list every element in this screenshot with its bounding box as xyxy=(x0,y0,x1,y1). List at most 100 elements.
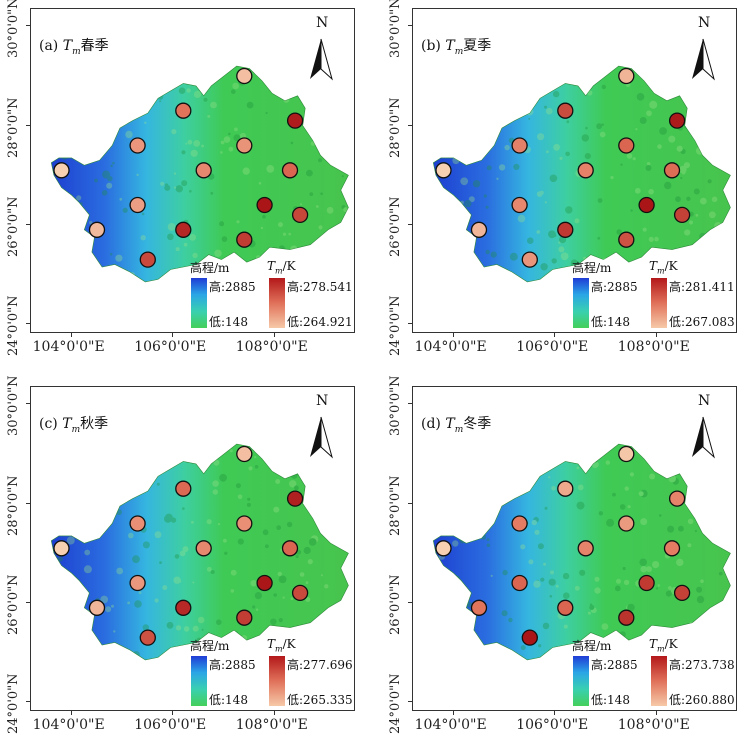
x-tick-mark xyxy=(70,711,72,715)
y-tick-mark xyxy=(408,701,412,703)
station-marker xyxy=(88,599,106,616)
station-marker xyxy=(88,221,106,238)
station-marker xyxy=(129,137,146,154)
elev-high-value: 高:2885 xyxy=(209,658,256,672)
station-marker xyxy=(511,196,528,214)
y-tick-label: 24°0'0"N xyxy=(6,295,21,357)
tm-sub: m xyxy=(657,266,665,276)
map-frame: N (b) Tm夏季 高程/m 高:2885 低:148 Tm/K 高:281.411 低:2… xyxy=(412,8,737,333)
y-tick-label: 26°0'0"N xyxy=(388,574,403,635)
station-marker xyxy=(236,515,253,532)
y-tick-mark xyxy=(26,323,30,325)
x-tick-mark xyxy=(452,333,454,337)
var-symbol: T xyxy=(445,416,455,432)
season-label: 夏季 xyxy=(463,38,492,54)
north-label: N xyxy=(316,393,329,409)
station-marker xyxy=(236,445,253,463)
tm-colorbar xyxy=(651,278,667,328)
station-marker xyxy=(175,221,192,238)
elev-high-value: 高:2885 xyxy=(591,280,638,294)
elev-colorbar xyxy=(573,278,589,328)
station-marker xyxy=(668,490,686,507)
station-marker xyxy=(435,540,452,557)
x-tick-label: 104°0'0"E xyxy=(414,339,487,355)
y-tick-label: 30°0'0"N xyxy=(6,375,21,437)
tm-legend-title: Tm/K xyxy=(649,259,678,275)
tm-legend-title: Tm/K xyxy=(649,637,678,653)
x-tick-mark xyxy=(273,333,275,337)
station-marker xyxy=(577,162,594,179)
x-tick-mark xyxy=(554,333,556,337)
y-tick-label: 28°0'0"N xyxy=(388,97,403,158)
tm-var: T xyxy=(649,259,658,273)
x-tick-label: 104°0'0"E xyxy=(414,717,487,733)
station-marker xyxy=(557,221,574,238)
x-tick-mark xyxy=(655,711,657,715)
station-marker xyxy=(673,206,691,224)
station-marker xyxy=(511,515,528,532)
station-marker xyxy=(663,540,681,557)
tm-sub: m xyxy=(275,644,283,654)
y-tick-mark xyxy=(26,701,30,703)
tm-high-value: 高:281.411 xyxy=(669,280,735,294)
station-marker xyxy=(139,629,156,646)
tm-unit: /K xyxy=(664,637,678,651)
station-marker xyxy=(638,196,655,214)
var-symbol: T xyxy=(62,416,72,432)
station-marker xyxy=(521,251,538,268)
var-subscript: m xyxy=(454,424,464,435)
station-marker xyxy=(663,162,681,179)
panel-tag: (b) xyxy=(421,38,446,54)
north-arrow-icon xyxy=(310,38,333,81)
y-tick-mark xyxy=(408,25,412,27)
panel-title: (d) Tm冬季 xyxy=(421,413,491,435)
elev-colorbar xyxy=(191,656,207,706)
y-tick-mark xyxy=(408,502,412,504)
tm-low-value: 低:264.921 xyxy=(287,315,353,329)
station-marker xyxy=(511,574,528,592)
tm-legend-title: Tm/K xyxy=(267,259,296,275)
station-marker xyxy=(256,196,273,214)
station-marker xyxy=(256,574,273,592)
north-label: N xyxy=(698,393,711,409)
x-tick-mark xyxy=(655,333,657,337)
x-tick-mark xyxy=(70,333,72,337)
tm-var: T xyxy=(267,259,276,273)
y-tick-label: 24°0'0"N xyxy=(388,673,403,735)
x-tick-mark xyxy=(172,333,174,337)
tm-colorbar xyxy=(269,278,285,328)
tm-low-value: 低:260.880 xyxy=(669,693,735,707)
elev-legend-title: 高程/m xyxy=(190,639,230,653)
y-tick-label: 24°0'0"N xyxy=(6,673,21,735)
season-label: 春季 xyxy=(80,38,109,54)
y-tick-mark xyxy=(26,403,30,405)
station-marker xyxy=(286,490,304,507)
station-marker xyxy=(557,102,574,119)
map-frame: N (a) Tm春季 高程/m 高:2885 低:148 Tm/K 高:278.541 低:2… xyxy=(30,8,355,333)
station-marker xyxy=(129,574,146,592)
tm-colorbar xyxy=(651,656,667,706)
north-arrow-icon xyxy=(692,416,715,459)
x-tick-label: 106°0'0"E xyxy=(134,717,207,733)
tm-low-value: 低:267.083 xyxy=(669,315,735,329)
station-marker xyxy=(557,480,574,497)
x-tick-label: 104°0'0"E xyxy=(32,717,105,733)
panel-title: (b) Tm夏季 xyxy=(421,35,491,57)
tm-sub: m xyxy=(275,266,283,276)
map-frame: N (d) Tm冬季 高程/m 高:2885 低:148 Tm/K 高:273.738 低:2… xyxy=(412,386,737,711)
elev-low-value: 低:148 xyxy=(591,693,630,707)
station-marker xyxy=(236,67,253,85)
x-tick-mark xyxy=(554,711,556,715)
y-tick-mark xyxy=(408,403,412,405)
tm-colorbar xyxy=(269,656,285,706)
y-tick-mark xyxy=(26,601,30,603)
station-marker xyxy=(470,599,488,616)
x-tick-mark xyxy=(273,711,275,715)
x-tick-label: 104°0'0"E xyxy=(32,339,105,355)
north-label: N xyxy=(316,15,329,31)
tm-sub: m xyxy=(657,644,665,654)
station-marker xyxy=(291,584,309,602)
x-tick-label: 106°0'0"E xyxy=(516,717,589,733)
y-tick-label: 26°0'0"N xyxy=(6,196,21,257)
